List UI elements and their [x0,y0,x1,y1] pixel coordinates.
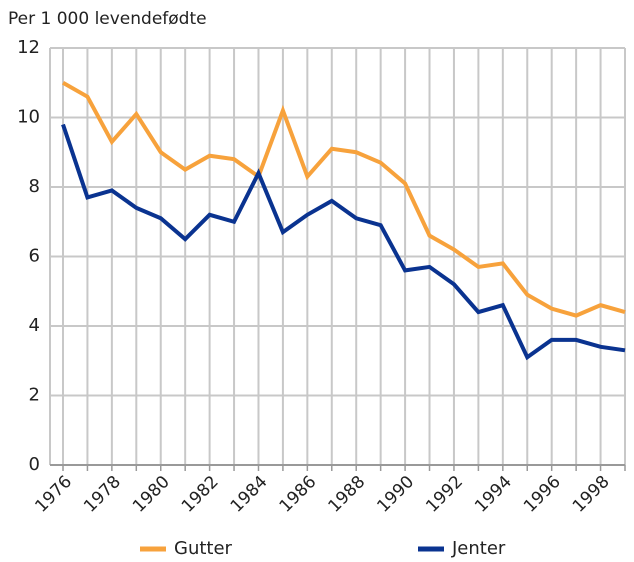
x-tick-label: 1992 [422,472,467,517]
x-tick-label: 1982 [178,472,223,517]
line-series [61,123,626,361]
x-tick-label: 1996 [520,472,565,517]
legend-label: Gutter [174,538,233,559]
x-tick-label: 1986 [276,472,321,517]
x-tick-label: 1998 [569,472,614,517]
line-series [62,81,626,318]
y-axis-label: Per 1 000 levendefødte [8,9,207,29]
y-tick-label: 8 [29,176,40,197]
y-tick-label: 12 [17,37,40,58]
y-tick-label: 0 [29,454,40,475]
x-tick-label: 1994 [471,472,516,517]
legend-label: Jenter [451,538,506,559]
y-tick-label: 4 [29,315,40,336]
y-tick-label: 2 [29,385,40,406]
y-tick-label: 6 [29,246,40,267]
x-tick-label: 1976 [31,472,76,517]
x-tick-label: 1980 [129,472,174,517]
y-tick-label: 10 [17,107,40,128]
x-tick-label: 1978 [80,472,125,517]
x-tick-label: 1990 [373,472,418,517]
x-tick-label: 1984 [227,472,272,517]
x-tick-label: 1988 [325,472,370,517]
